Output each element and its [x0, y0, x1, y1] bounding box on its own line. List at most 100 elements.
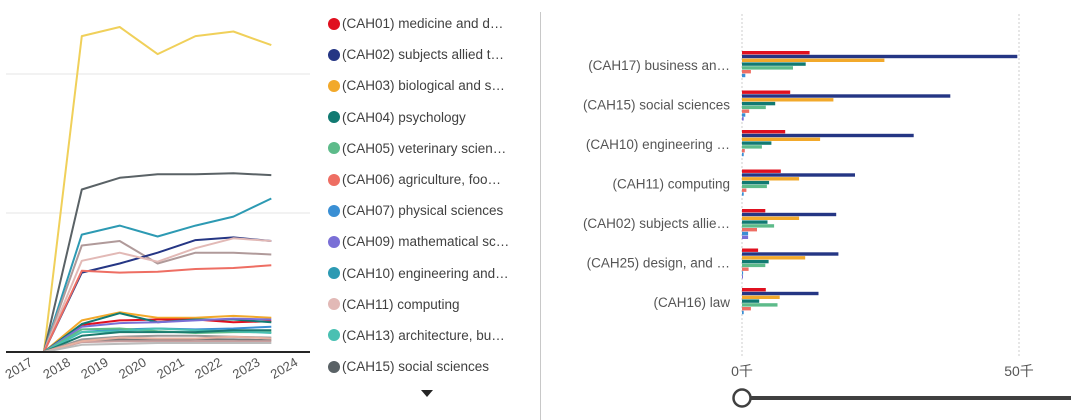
legend-label: (CAH15) social sciences [342, 359, 490, 375]
x-tick-label: 2021 [154, 354, 187, 381]
bar[interactable] [742, 105, 766, 110]
legend-dot-icon [328, 142, 340, 155]
legend-dot-icon [328, 48, 340, 61]
legend-dot-icon [328, 17, 340, 30]
legend-item[interactable]: (CAH09) mathematical sc… [328, 226, 528, 257]
bar[interactable] [742, 224, 775, 228]
bar[interactable] [742, 113, 746, 117]
x-tick-label: 2019 [78, 354, 111, 381]
bar[interactable] [742, 137, 821, 141]
legend-dot-icon [328, 360, 340, 373]
bar[interactable] [742, 73, 746, 78]
bar[interactable] [742, 109, 750, 113]
x-tick-label: 2020 [116, 354, 149, 381]
bar[interactable] [742, 98, 834, 102]
category-label: (CAH10) engineering … [586, 137, 730, 152]
legend-item[interactable]: (CAH04) psychology [328, 102, 528, 133]
legend-label: (CAH07) physical sciences [342, 203, 504, 219]
bar[interactable] [742, 133, 914, 138]
bar[interactable] [742, 173, 855, 177]
bar[interactable] [742, 216, 800, 220]
legend-item[interactable]: (CAH05) veterinary scien… [328, 133, 528, 164]
legend-item[interactable]: (CAH06) agriculture, foo… [328, 164, 528, 195]
bar[interactable] [742, 94, 951, 98]
category-label: (CAH15) social sciences [583, 98, 730, 113]
bar[interactable] [742, 149, 745, 153]
legend-item[interactable]: (CAH10) engineering and… [328, 258, 528, 289]
category-label: (CAH16) law [653, 295, 730, 310]
bar[interactable] [742, 252, 839, 256]
legend-dot-icon [328, 111, 340, 124]
series-line[interactable] [6, 26, 272, 353]
bar[interactable] [742, 235, 749, 239]
bar[interactable] [742, 299, 760, 303]
bar[interactable] [742, 62, 806, 66]
bar[interactable] [742, 145, 762, 149]
bar[interactable] [742, 259, 769, 264]
bar[interactable] [742, 291, 819, 296]
bar[interactable] [742, 90, 791, 94]
legend-label: (CAH01) medicine and d… [342, 16, 504, 32]
bar[interactable] [742, 288, 766, 292]
bar[interactable] [742, 303, 778, 307]
bar[interactable] [742, 307, 751, 311]
legend-dot-icon [328, 329, 340, 342]
bar[interactable] [742, 51, 810, 55]
bar[interactable] [742, 141, 772, 145]
legend-item[interactable]: (CAH01) medicine and d… [328, 8, 528, 39]
bar[interactable] [742, 228, 757, 232]
bar[interactable] [742, 263, 766, 268]
bar[interactable] [742, 117, 744, 121]
legend-dot-icon [328, 298, 340, 311]
bar[interactable] [742, 180, 770, 185]
legend-label: (CAH10) engineering and… [342, 265, 509, 281]
bar[interactable] [742, 231, 749, 236]
legend-dot-icon [328, 173, 340, 186]
bar[interactable] [742, 212, 837, 217]
bar[interactable] [742, 152, 744, 157]
legend-dot-icon [328, 204, 340, 217]
series-line[interactable] [6, 342, 272, 353]
bar[interactable] [742, 177, 800, 181]
bar[interactable] [742, 192, 744, 196]
legend-item[interactable]: (CAH03) biological and s… [328, 70, 528, 101]
series-line[interactable] [6, 264, 272, 353]
legend-more-arrow-icon[interactable] [421, 390, 433, 397]
bar[interactable] [742, 295, 780, 299]
legend-item[interactable]: (CAH11) computing [328, 289, 528, 320]
bar[interactable] [742, 101, 776, 106]
bar[interactable] [742, 248, 759, 252]
range-slider[interactable] [732, 388, 1071, 408]
bar[interactable] [742, 54, 1018, 59]
bar[interactable] [742, 310, 744, 315]
bar[interactable] [742, 66, 793, 70]
x-tick-label: 2022 [192, 354, 225, 381]
x-tick-label: 2023 [230, 354, 263, 381]
legend-item[interactable]: (CAH13) architecture, bu… [328, 320, 528, 351]
category-label: (CAH11) computing [612, 177, 730, 192]
legend-label: (CAH05) veterinary scien… [342, 140, 507, 156]
category-label: (CAH17) business an… [588, 58, 730, 73]
legend-dot-icon [328, 235, 340, 248]
bar[interactable] [742, 267, 749, 271]
bar[interactable] [742, 130, 786, 134]
bar[interactable] [742, 184, 767, 189]
category-label: (CAH02) subjects allie… [583, 216, 730, 231]
legend-item[interactable]: (CAH07) physical sciences [328, 195, 528, 226]
series-line[interactable] [6, 172, 272, 353]
bar[interactable] [742, 169, 781, 173]
bar[interactable] [742, 256, 806, 260]
bar[interactable] [742, 188, 747, 192]
slider-handle[interactable] [732, 388, 752, 408]
bar[interactable] [742, 220, 768, 224]
legend-label: (CAH04) psychology [342, 109, 466, 125]
bar[interactable] [742, 271, 744, 275]
legend-label: (CAH06) agriculture, foo… [342, 172, 502, 188]
legend-item[interactable]: (CAH15) social sciences [328, 351, 528, 382]
legend-item[interactable]: (CAH02) subjects allied t… [328, 39, 528, 70]
bar[interactable] [742, 209, 766, 213]
bar[interactable] [742, 275, 743, 279]
bar[interactable] [742, 70, 751, 74]
bar[interactable] [742, 58, 885, 62]
